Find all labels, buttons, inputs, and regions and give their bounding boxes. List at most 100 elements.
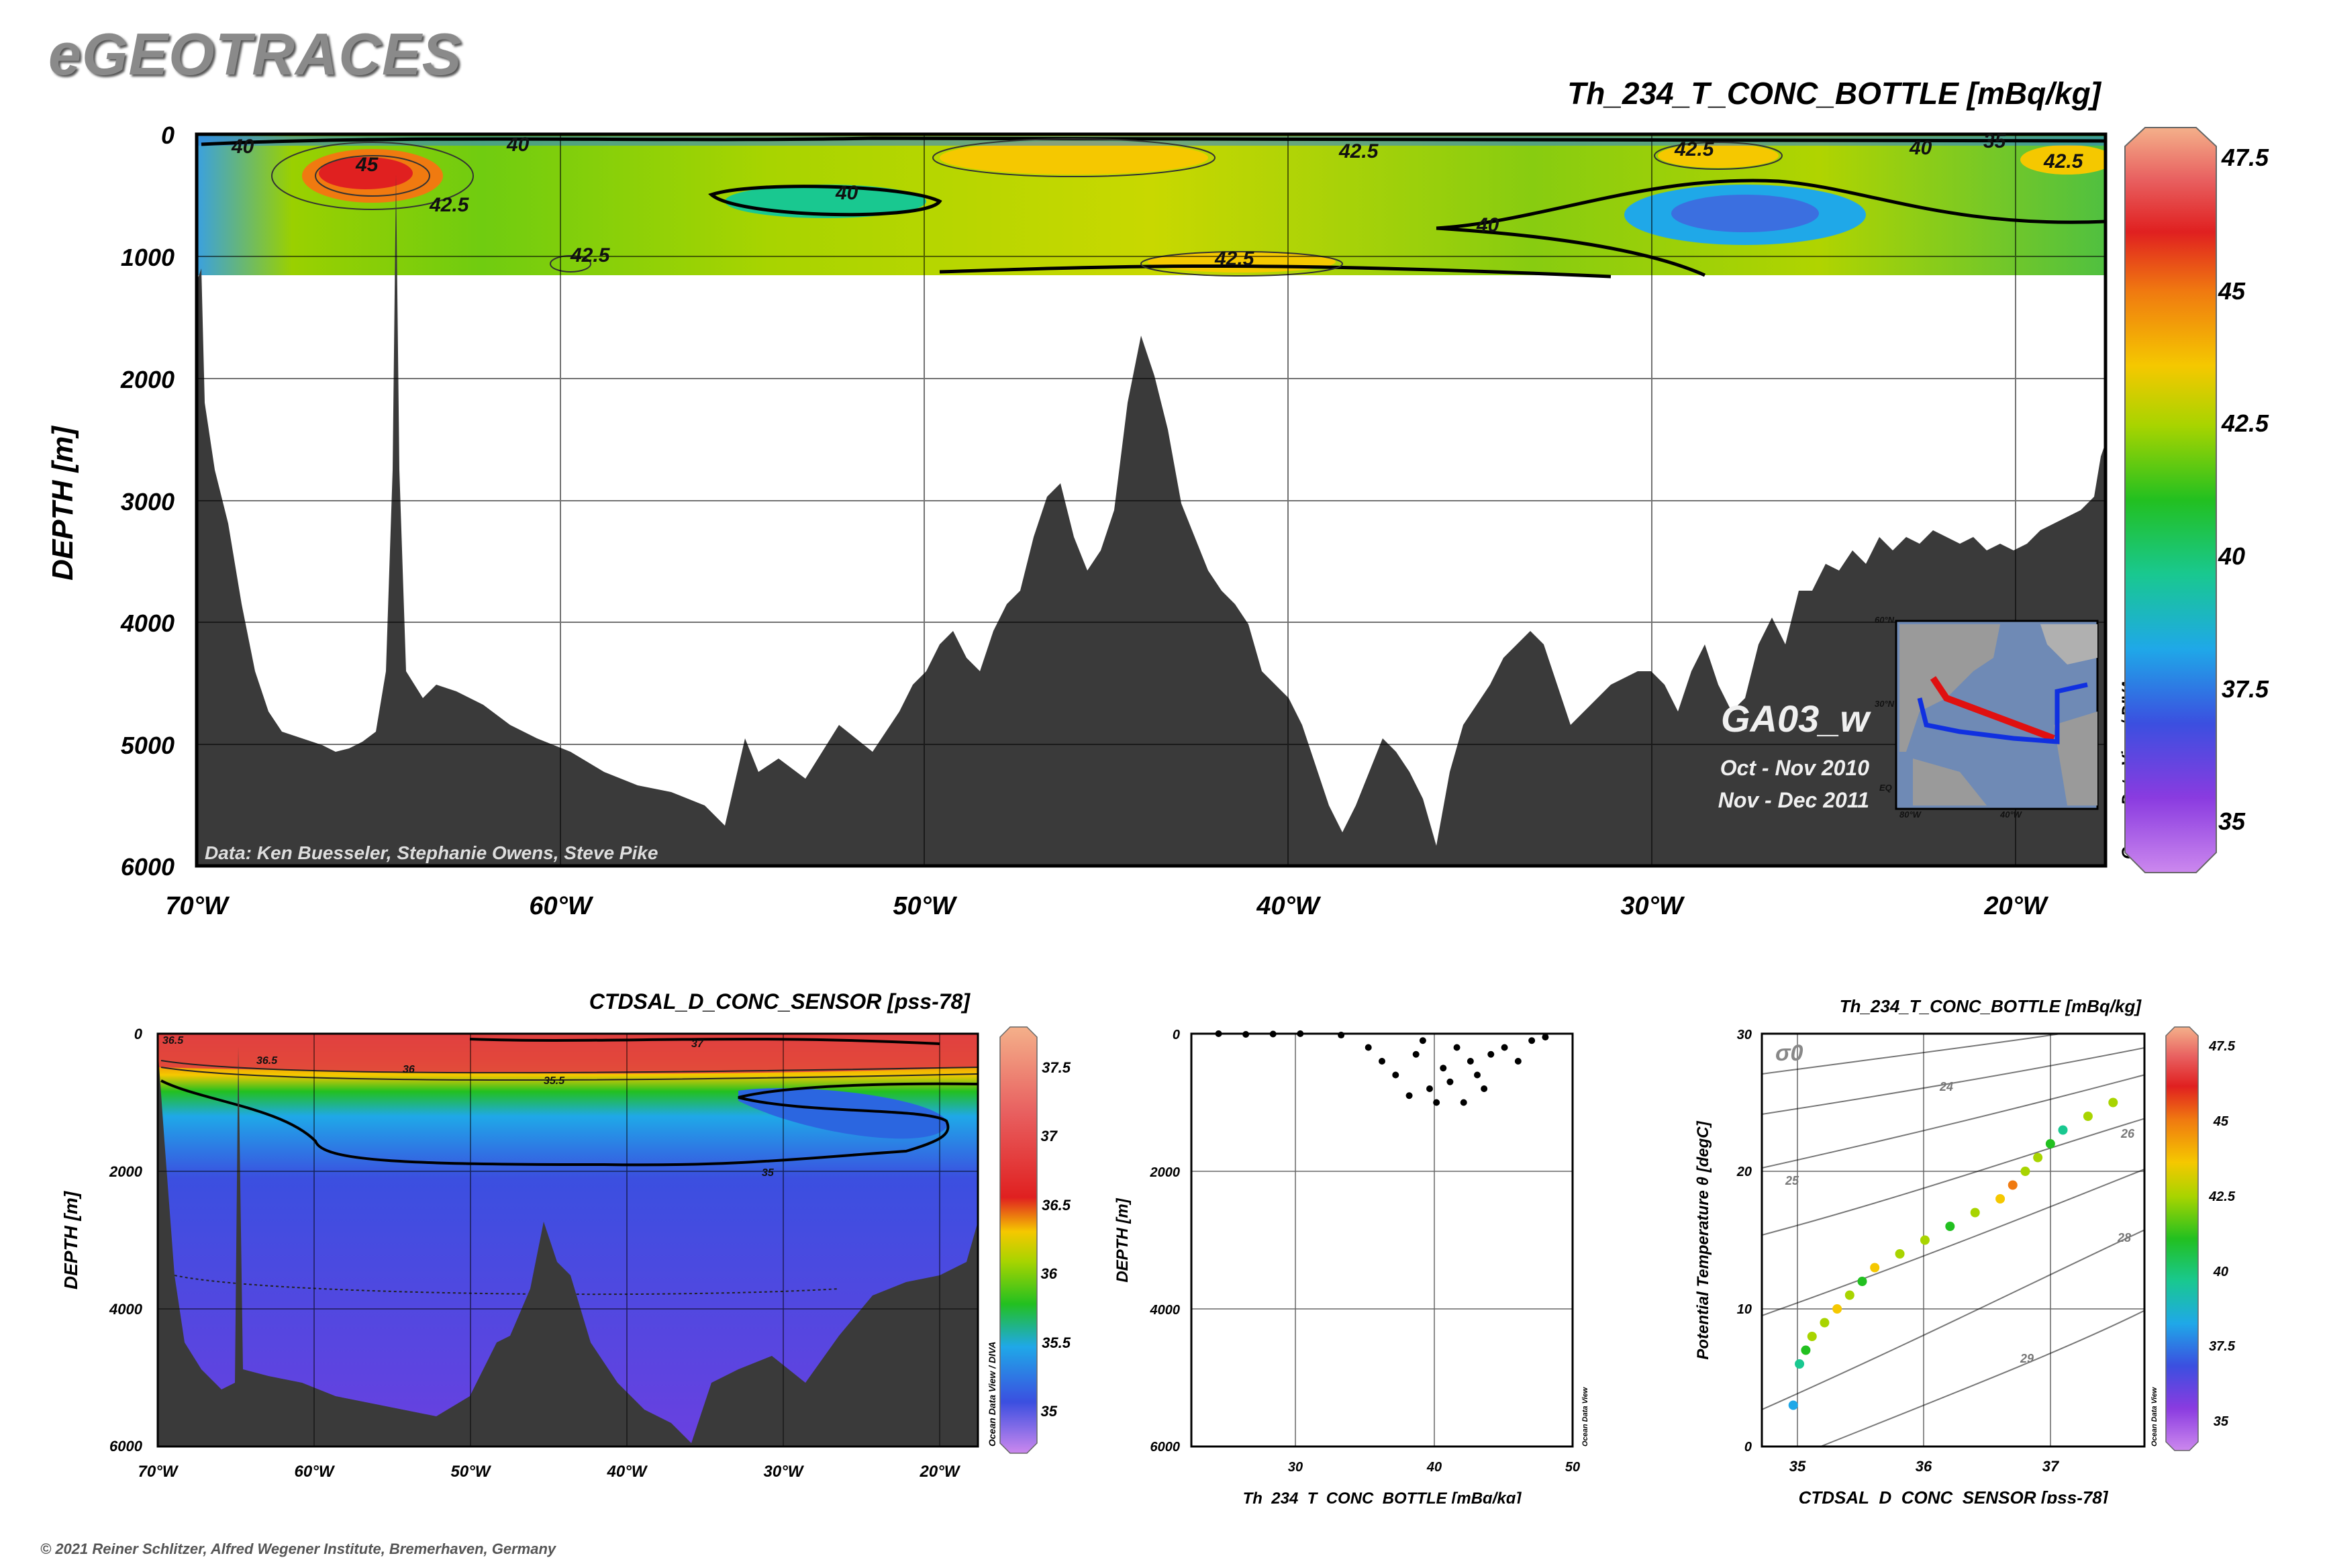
profile-ylabel: DEPTH [m]	[1113, 1197, 1132, 1282]
svg-text:35.5: 35.5	[1042, 1334, 1071, 1351]
ts-point	[1870, 1263, 1880, 1273]
svg-text:37: 37	[691, 1038, 704, 1050]
svg-text:3000: 3000	[121, 488, 175, 516]
ts-colorbar	[2165, 1026, 2199, 1451]
isopycnal-labels: 24 25 26 28 29	[1785, 1080, 2135, 1365]
profile-point	[1467, 1058, 1474, 1065]
svg-text:2000: 2000	[1150, 1165, 1181, 1180]
copyright-credit: © 2021 Reiner Schlitzer, Alfred Wegener …	[40, 1540, 556, 1557]
profile-point	[1412, 1050, 1420, 1058]
contour-42-5	[1140, 251, 1343, 277]
svg-text:42.5: 42.5	[1674, 138, 1715, 160]
contour-40	[939, 264, 1612, 279]
svg-text:60°W: 60°W	[295, 1463, 336, 1481]
svg-text:6000: 6000	[109, 1438, 143, 1455]
sal-side-label: Ocean Data View / DIVA	[987, 1342, 997, 1447]
th234-yellow-patch	[940, 141, 1208, 175]
svg-text:0: 0	[1744, 1440, 1752, 1455]
svg-text:35: 35	[1789, 1458, 1806, 1475]
profile-point	[1392, 1071, 1399, 1079]
svg-text:2000: 2000	[120, 366, 175, 393]
svg-text:42.5: 42.5	[1338, 140, 1379, 162]
sal-ylabel: DEPTH [m]	[60, 1190, 81, 1289]
ts-point	[1995, 1194, 2006, 1204]
main-contour-labels: 40 45 42.5 40 42.5 40 42.5 42.5 42.5 40 …	[231, 130, 2084, 270]
svg-text:36.5: 36.5	[256, 1055, 278, 1067]
svg-text:42.5: 42.5	[2043, 150, 2084, 173]
svg-text:4000: 4000	[109, 1301, 143, 1318]
profile-point	[1542, 1034, 1549, 1041]
cruise-date: Nov - Dec 2011	[1718, 788, 1869, 812]
svg-text:35: 35	[762, 1167, 775, 1179]
main-xticks: 70°W 60°W 50°W 40°W 30°W 20°W	[165, 892, 2048, 920]
brand-logo: eGEOTRACES	[48, 21, 462, 87]
svg-text:60°W: 60°W	[529, 892, 593, 920]
profile-side-label: Ocean Data View	[1581, 1386, 1589, 1447]
svg-text:20°W: 20°W	[920, 1463, 961, 1481]
svg-text:24: 24	[1939, 1080, 1953, 1093]
cruise-label: GA03_w	[1721, 697, 1871, 740]
svg-text:36: 36	[1041, 1265, 1058, 1282]
ts-point	[1801, 1345, 1811, 1355]
salinity-high-layer	[158, 1034, 978, 1074]
map-lon-label: 80°W	[1899, 810, 1922, 820]
profile-point	[1365, 1044, 1372, 1051]
svg-text:4000: 4000	[120, 609, 175, 637]
th234-yellow-patch	[2020, 145, 2106, 175]
svg-text:36: 36	[403, 1064, 415, 1075]
profile-point	[1440, 1065, 1447, 1072]
profile-point	[1528, 1037, 1536, 1044]
contour-35	[160, 1079, 978, 1167]
th234-max-core	[319, 157, 413, 189]
ts-point	[1844, 1290, 1854, 1300]
contour-42-5	[932, 138, 1216, 177]
ts-point	[1970, 1208, 1980, 1218]
ts-colorbar-ticks: 47.5 45 42.5 40 37.5 35	[2208, 1039, 2236, 1429]
map-lat-label: EQ	[1879, 783, 1892, 793]
profile-frame	[1190, 1032, 1574, 1448]
ts-points	[1788, 1097, 2118, 1410]
map-lat-label: 60°N	[1875, 615, 1895, 625]
svg-text:42.5: 42.5	[429, 194, 470, 216]
svg-text:6000: 6000	[121, 853, 175, 881]
svg-text:50: 50	[1565, 1460, 1580, 1475]
ts-point	[1820, 1318, 1830, 1328]
contour-40	[1436, 179, 2106, 277]
svg-text:30: 30	[1288, 1460, 1303, 1475]
svg-text:28: 28	[2117, 1231, 2131, 1244]
svg-text:40: 40	[2213, 1265, 2228, 1279]
svg-text:50°W: 50°W	[893, 892, 957, 920]
svg-text:40: 40	[1909, 137, 1932, 159]
profile-chart: DEPTH [m] 0 2000 4000 6000 30 40 50 Th_2…	[1113, 1028, 1589, 1504]
profile-point	[1338, 1032, 1345, 1039]
main-ylabel: DEPTH [m]	[46, 426, 79, 581]
svg-text:45: 45	[2213, 1114, 2229, 1129]
svg-text:47.5: 47.5	[2221, 144, 2269, 171]
profile-point	[1405, 1092, 1413, 1099]
ts-point	[2045, 1139, 2055, 1148]
svg-text:40: 40	[1426, 1460, 1442, 1475]
ts-xlabel: CTDSAL_D_CONC_SENSOR [pss-78]	[1799, 1487, 2109, 1504]
ts-point	[1795, 1359, 1805, 1369]
svg-text:0: 0	[161, 121, 175, 149]
svg-text:35: 35	[1041, 1403, 1058, 1420]
contour-40	[201, 136, 2106, 146]
svg-text:25: 25	[1785, 1174, 1799, 1187]
svg-text:1000: 1000	[121, 244, 175, 271]
svg-text:70°W: 70°W	[165, 892, 230, 920]
svg-text:35.5: 35.5	[544, 1075, 565, 1087]
ts-point	[1807, 1332, 1817, 1341]
contour-42-5	[1654, 142, 1783, 170]
inset-track-2010	[1930, 676, 2055, 742]
svg-text:37.5: 37.5	[1042, 1059, 1071, 1076]
inset-track-2011	[1917, 682, 2088, 744]
sal-xticks: 70°W 60°W 50°W 40°W 30°W 20°W	[138, 1463, 961, 1481]
svg-text:45: 45	[2218, 277, 2246, 305]
main-frame	[195, 132, 2108, 868]
svg-text:70°W: 70°W	[138, 1463, 179, 1481]
svg-text:5000: 5000	[121, 732, 175, 759]
svg-text:29: 29	[2020, 1352, 2034, 1365]
ts-point	[1920, 1235, 1930, 1245]
main-yticks: 0 1000 2000 3000 4000 5000 6000	[120, 121, 175, 881]
svg-text:4000: 4000	[1150, 1303, 1181, 1318]
